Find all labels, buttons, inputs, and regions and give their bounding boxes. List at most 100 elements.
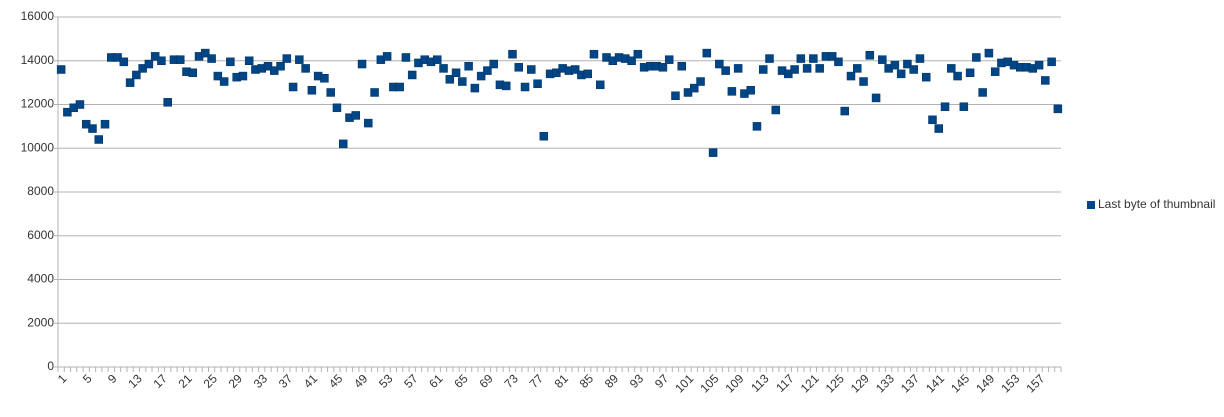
marker [552, 68, 561, 78]
x-tick-label: 157 [1023, 371, 1047, 395]
marker [163, 98, 172, 107]
marker [439, 64, 448, 73]
marker [370, 88, 379, 97]
marker [301, 64, 310, 73]
marker [533, 79, 542, 88]
x-tick-label: 113 [748, 371, 772, 395]
marker [520, 82, 530, 92]
marker [63, 107, 72, 117]
x-tick-label: 9 [105, 371, 120, 386]
marker [489, 59, 498, 69]
x-tick-label: 125 [823, 371, 847, 395]
marker [690, 83, 699, 93]
marker [175, 55, 185, 64]
x-tick-label: 5 [80, 371, 95, 386]
marker [144, 59, 154, 69]
marker [75, 100, 85, 109]
marker [865, 51, 875, 60]
marker [88, 124, 97, 133]
marker [627, 56, 636, 65]
marker [288, 82, 298, 92]
marker [338, 139, 348, 149]
marker [871, 93, 881, 103]
marker [94, 135, 103, 144]
x-tick-label: 133 [873, 371, 897, 395]
marker [113, 53, 122, 62]
marker [157, 56, 166, 65]
marker [276, 61, 285, 71]
marker [658, 63, 668, 72]
x-tick-label: 73 [502, 371, 522, 391]
marker [896, 69, 906, 79]
marker [758, 65, 768, 74]
marker [470, 83, 480, 93]
marker [583, 69, 592, 79]
x-tick-label: 37 [276, 371, 296, 391]
marker [320, 74, 329, 83]
x-tick-label: 45 [326, 371, 346, 391]
y-tick-label: 0 [47, 359, 54, 373]
x-tick-label: 41 [301, 371, 321, 391]
x-tick-label: 57 [401, 371, 421, 391]
marker [947, 64, 956, 73]
marker [771, 105, 781, 115]
legend-marker [1087, 201, 1095, 209]
y-tick-label: 6000 [27, 228, 54, 242]
marker [878, 55, 887, 64]
marker [809, 54, 818, 63]
marker [921, 72, 931, 82]
marker [727, 87, 737, 96]
marker [295, 55, 304, 64]
marker [1047, 57, 1056, 67]
x-tick-label: 53 [376, 371, 396, 391]
marker [702, 48, 712, 58]
marker [683, 88, 693, 97]
x-tick-label: 101 [672, 371, 696, 395]
x-tick-label: 29 [226, 371, 246, 391]
marker [595, 80, 605, 90]
marker [501, 81, 511, 91]
marker [282, 54, 292, 63]
x-tick-label: 61 [426, 371, 446, 391]
marker [445, 75, 455, 84]
marker [464, 61, 473, 71]
marker [213, 71, 223, 81]
marker [451, 68, 461, 78]
marker [696, 77, 705, 86]
marker [934, 124, 944, 133]
marker [207, 54, 216, 63]
marker [928, 115, 937, 125]
marker [539, 131, 549, 141]
marker [81, 119, 91, 129]
x-tick-label: 69 [476, 371, 496, 391]
x-tick-label: 137 [898, 371, 922, 395]
marker [226, 57, 235, 67]
marker [483, 66, 492, 75]
marker [1053, 104, 1063, 114]
marker [125, 78, 135, 87]
x-tick-label: 65 [451, 371, 471, 391]
marker [790, 65, 799, 74]
marker [357, 59, 367, 69]
y-tick-label: 8000 [27, 184, 54, 198]
x-tick-label: 25 [201, 371, 221, 391]
marker [270, 66, 279, 75]
marker [715, 59, 724, 69]
marker [332, 103, 342, 113]
marker [859, 77, 868, 86]
marker [382, 52, 392, 61]
x-tick-label: 129 [848, 371, 872, 395]
marker [238, 71, 248, 81]
marker [263, 61, 273, 71]
marker [219, 77, 229, 86]
x-tick-label: 109 [722, 371, 746, 395]
marker [476, 71, 486, 81]
marker [664, 55, 674, 64]
marker [201, 48, 210, 58]
marker [677, 61, 686, 71]
marker [815, 64, 824, 73]
x-tick-label: 89 [602, 371, 622, 391]
x-tick-label: 153 [998, 371, 1022, 395]
marker [721, 66, 730, 75]
y-tick-label: 2000 [27, 315, 54, 329]
